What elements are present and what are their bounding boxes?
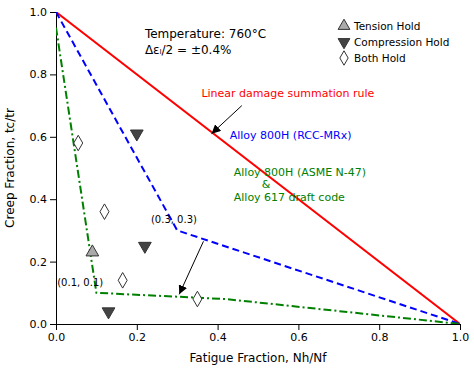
tick-mark	[50, 12, 56, 13]
x-axis-line	[57, 325, 461, 331]
point	[118, 273, 127, 289]
tick: 0.2	[30, 256, 57, 269]
legend-item: Compression Hold	[338, 36, 449, 49]
tick-mark	[50, 137, 56, 138]
legend: Tension Hold Compression Hold Both Hold	[338, 19, 449, 65]
chart-container: 0.0 0.2 0.4 0.6 0.8 1.0 0.0 0.2 0.4 0.6 0.8 1.0 Fati…	[0, 0, 474, 370]
title: Temperature: 760°C	[144, 27, 266, 41]
legend-symbol	[340, 51, 348, 65]
tick-label: 0.0	[48, 331, 66, 344]
annotation: Alloy 800H (RCC-MRx)	[230, 129, 352, 142]
point	[100, 204, 109, 220]
tick-label: 0.6	[30, 131, 48, 144]
chart: 0.0 0.2 0.4 0.6 0.8 1.0 0.0 0.2 0.4 0.6 0.8 1.0 Fati…	[0, 0, 474, 370]
point	[139, 242, 152, 253]
y-axis: 0.0 0.2 0.4 0.6 0.8 1.0	[30, 6, 57, 331]
tick-mark	[460, 324, 461, 330]
tick-mark	[50, 324, 56, 325]
legend-symbol	[338, 39, 350, 49]
point	[102, 308, 115, 319]
annotation: (0.3, 0.3)	[151, 214, 197, 225]
tick-label: 0.4	[209, 331, 227, 344]
legend-label: Both Hold	[354, 52, 406, 64]
tick-mark	[298, 324, 299, 330]
tick: 0.2	[129, 324, 147, 344]
tick: 0.4	[30, 193, 57, 206]
tick-mark	[218, 324, 219, 330]
point	[130, 130, 143, 141]
legend-item: Both Hold	[340, 51, 406, 65]
line	[56, 12, 460, 324]
plot: 0.0 0.2 0.4 0.6 0.8 1.0 0.0 0.2 0.4 0.6 0.8 1.0 Fati…	[3, 6, 469, 365]
arrow	[179, 241, 203, 294]
tick-mark	[50, 262, 56, 263]
legend-label: Tension Hold	[353, 20, 420, 32]
tick-mark	[379, 324, 380, 330]
tick-mark	[50, 74, 56, 75]
subtitle: Δεₗ/2 = ±0.4%	[145, 43, 232, 57]
legend-symbol	[338, 19, 350, 29]
tick-label: 1.0	[30, 6, 48, 19]
tick: 1.0	[452, 324, 470, 344]
tick-label: 0.6	[290, 331, 308, 344]
tick-label: 0.4	[30, 193, 48, 206]
tick-mark	[50, 199, 56, 200]
tick: 0.0	[30, 318, 57, 331]
tick-label: 0.2	[30, 256, 48, 269]
annotation: Linear damage summation rule	[201, 87, 374, 100]
annotation: (0.1, 0.1)	[57, 277, 103, 288]
x-axis-title: Fatigue Fraction, Nh/Nf	[190, 351, 328, 365]
line	[56, 12, 460, 324]
tick: 1.0	[30, 6, 57, 19]
tick-label: 0.8	[30, 68, 48, 81]
y-axis-title: Creep Fraction, tc/tr	[3, 108, 17, 228]
annotations: Linear damage summation rule Alloy 800H (…	[57, 87, 374, 295]
x-axis: 0.0 0.2 0.4 0.6 0.8 1.0	[48, 324, 470, 344]
point	[74, 135, 83, 151]
tick-label: 1.0	[452, 331, 470, 344]
tick: 0.6	[290, 324, 308, 344]
tick-label: 0.0	[30, 318, 48, 331]
tick: 0.0	[48, 324, 66, 344]
tick: 0.8	[30, 68, 57, 81]
tick: 0.4	[209, 324, 227, 344]
tick-mark	[137, 324, 138, 330]
y-axis-line	[50, 13, 57, 325]
point	[86, 245, 99, 256]
tick: 0.6	[30, 131, 57, 144]
point	[193, 291, 202, 307]
tick-label: 0.8	[371, 331, 389, 344]
legend-item: Tension Hold	[338, 19, 420, 31]
annotation: Alloy 800H (ASME N-47) &Alloy 617 draft …	[234, 166, 366, 204]
tick: 0.8	[371, 324, 389, 344]
tick-label: 0.2	[129, 331, 147, 344]
marks	[56, 12, 460, 324]
legend-label: Compression Hold	[354, 36, 449, 48]
line	[56, 28, 460, 324]
